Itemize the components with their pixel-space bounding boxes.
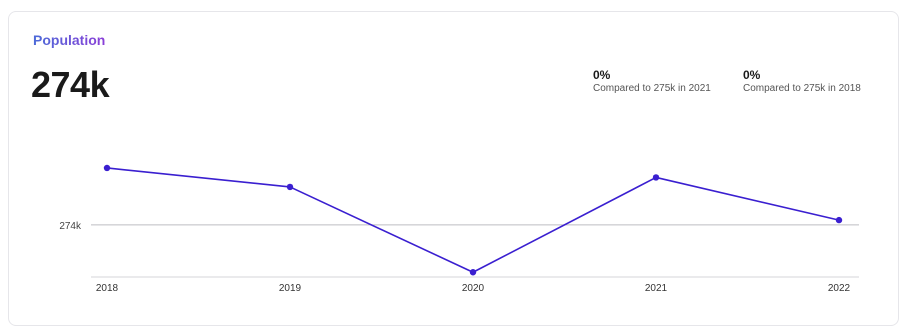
comparison-2021: 0% Compared to 275k in 2021: [593, 68, 711, 96]
reference-line-label: 274k: [59, 221, 82, 232]
comparison-percent: 0%: [593, 68, 611, 82]
x-tick-label: 2019: [279, 283, 302, 294]
population-card: Population 274k 0% Compared to 275k in 2…: [8, 11, 899, 326]
x-tick-label: 2022: [828, 283, 851, 294]
comparison-text: Compared to 275k in 2021: [593, 83, 711, 94]
data-point: [652, 174, 660, 181]
comparison-text: Compared to 275k in 2018: [743, 83, 861, 94]
data-point: [286, 183, 294, 191]
current-value: 274k: [31, 64, 110, 105]
data-point: [103, 164, 111, 172]
data-point: [835, 216, 843, 224]
line-chart: 274k 2018 2019 2020 2021 2022: [59, 164, 859, 294]
data-point: [469, 269, 477, 276]
card-title: Population: [33, 32, 106, 48]
comparison-percent: 0%: [743, 68, 761, 82]
comparison-2018: 0% Compared to 275k in 2018: [743, 68, 861, 96]
x-tick-label: 2018: [96, 283, 119, 294]
x-tick-label: 2021: [645, 283, 668, 294]
series-line: [106, 167, 840, 274]
x-tick-label: 2020: [462, 283, 485, 294]
